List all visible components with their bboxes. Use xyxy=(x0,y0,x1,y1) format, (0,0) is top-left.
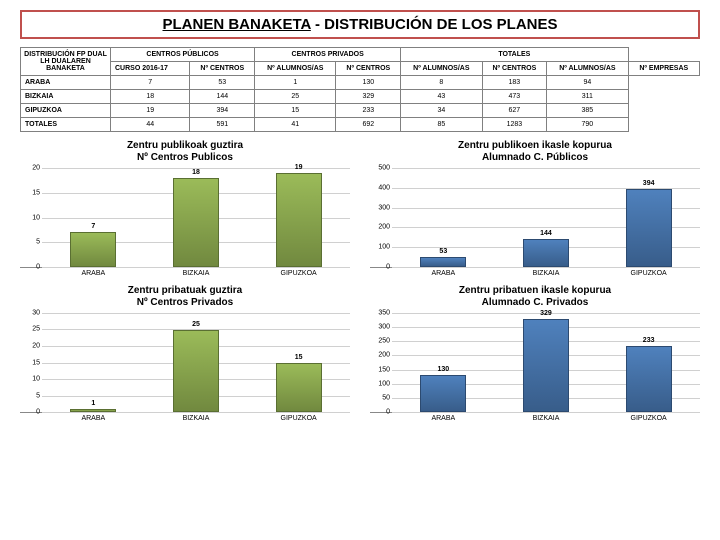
table-row: BIZKAIA181442532943473311 xyxy=(21,90,700,104)
data-table: DISTRIBUCIÓN FP DUALLH DUALAREN BANAKETA… xyxy=(20,47,700,132)
table-row: GIPUZKOA193941523334627385 xyxy=(21,104,700,118)
chart: Zentru publikoen ikasle kopuruaAlumnado … xyxy=(370,140,700,277)
page-title: PLANEN BANAKETA - DISTRIBUCIÓN DE LOS PL… xyxy=(20,10,700,39)
chart: Zentru publikoak guztiraNº Centros Publi… xyxy=(20,140,350,277)
table-row: TOTALES4459141692851283790 xyxy=(21,118,700,132)
chart: Zentru pribatuen ikasle kopuruaAlumnado … xyxy=(370,285,700,422)
chart: Zentru pribatuak guztiraNº Centros Priva… xyxy=(20,285,350,422)
table-row: ARABA7531130818394 xyxy=(21,76,700,90)
